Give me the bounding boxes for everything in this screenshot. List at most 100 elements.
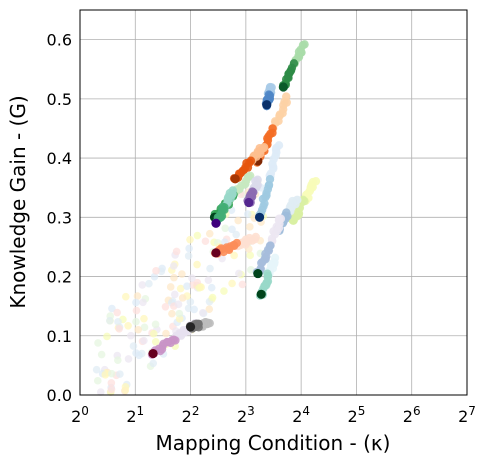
background-point [149, 359, 158, 368]
background-point [246, 223, 254, 231]
background-point [161, 302, 170, 311]
background-point [204, 276, 213, 284]
series-trail [211, 232, 260, 258]
series-end-point [148, 348, 158, 359]
series-end-point [262, 100, 272, 110]
y-tick-label: 0.6 [47, 31, 72, 50]
series-end-point [253, 268, 263, 279]
background-point [132, 306, 141, 315]
background-point [145, 279, 153, 288]
background-point [183, 282, 191, 291]
background-point [94, 339, 102, 347]
background-point [175, 309, 184, 318]
series-point [275, 110, 285, 119]
background-point [151, 320, 160, 329]
series-trail [211, 186, 238, 228]
series-trail [255, 253, 280, 300]
background-point [238, 280, 247, 289]
background-point [121, 386, 130, 395]
y-tick-label: 0.2 [47, 268, 72, 287]
background-point [103, 332, 111, 341]
series-end-point [256, 289, 266, 299]
background-scatter [92, 178, 268, 396]
series-end-point [254, 212, 265, 222]
background-point [198, 308, 207, 317]
x-tick-label: 24 [292, 404, 310, 426]
series-point [270, 117, 280, 126]
plot-frame [79, 9, 468, 396]
y-tick-label: 0.0 [47, 386, 72, 405]
background-point [206, 264, 214, 273]
background-point [124, 321, 132, 330]
series-trail [254, 141, 284, 222]
x-tick-label: 25 [348, 404, 366, 426]
series-trail [185, 318, 214, 333]
y-tick-label: 0.1 [47, 327, 72, 346]
y-tick-label: 0.3 [47, 208, 72, 227]
background-point [140, 323, 149, 332]
background-point [178, 270, 186, 278]
background-point [197, 283, 205, 292]
background-point [188, 274, 196, 282]
background-point [140, 314, 148, 323]
background-point [113, 308, 121, 317]
y-tick-labels: 0.0 0.1 0.2 0.3 0.4 0.5 0.6 [47, 31, 72, 405]
background-point [114, 356, 122, 364]
background-point [132, 298, 140, 307]
background-point [228, 225, 236, 234]
background-point [116, 370, 124, 378]
x-tick-label: 20 [71, 404, 89, 426]
background-point [246, 251, 254, 260]
x-tick-label: 26 [403, 404, 421, 426]
background-point [228, 279, 236, 288]
background-point [205, 229, 214, 238]
background-point [244, 210, 252, 218]
background-point [97, 350, 106, 359]
background-point [152, 267, 160, 275]
background-point [205, 305, 214, 314]
background-point [107, 385, 116, 394]
background-point [151, 337, 160, 346]
background-point [168, 309, 176, 318]
background-point [162, 329, 170, 338]
background-point [186, 235, 194, 244]
background-point [121, 292, 130, 301]
background-point [234, 216, 242, 225]
background-point [201, 237, 210, 246]
series-end-point [278, 82, 288, 92]
series-end-point [211, 248, 221, 258]
series-end-point [230, 174, 240, 184]
y-tick-label: 0.5 [47, 90, 72, 109]
background-point [235, 269, 243, 278]
series-trail [229, 142, 269, 184]
background-point [185, 244, 193, 253]
series-trail [288, 177, 321, 225]
background-point [172, 247, 181, 256]
background-point [134, 325, 142, 334]
background-point [106, 316, 114, 325]
x-tick-label: 22 [182, 404, 200, 426]
background-point [107, 369, 116, 378]
background-point [232, 230, 240, 239]
series-end-point [185, 322, 196, 332]
background-point [186, 298, 195, 306]
background-point [133, 292, 142, 300]
series-trail [147, 318, 200, 359]
background-point [107, 379, 116, 387]
background-point [139, 298, 147, 307]
background-point [101, 371, 110, 379]
series-trail [252, 214, 286, 279]
background-point [174, 300, 183, 309]
background-point [127, 331, 135, 340]
series-trail [261, 82, 276, 111]
series-end-point [244, 197, 254, 208]
background-point [115, 324, 123, 333]
background-point [193, 231, 202, 240]
x-tick-label: 27 [458, 404, 476, 426]
grid [79, 10, 468, 396]
series-trail [278, 40, 309, 92]
x-axis-label: Mapping Condition - (κ) [156, 431, 391, 455]
series-trail [243, 175, 262, 208]
x-tick-label: 21 [126, 404, 144, 426]
